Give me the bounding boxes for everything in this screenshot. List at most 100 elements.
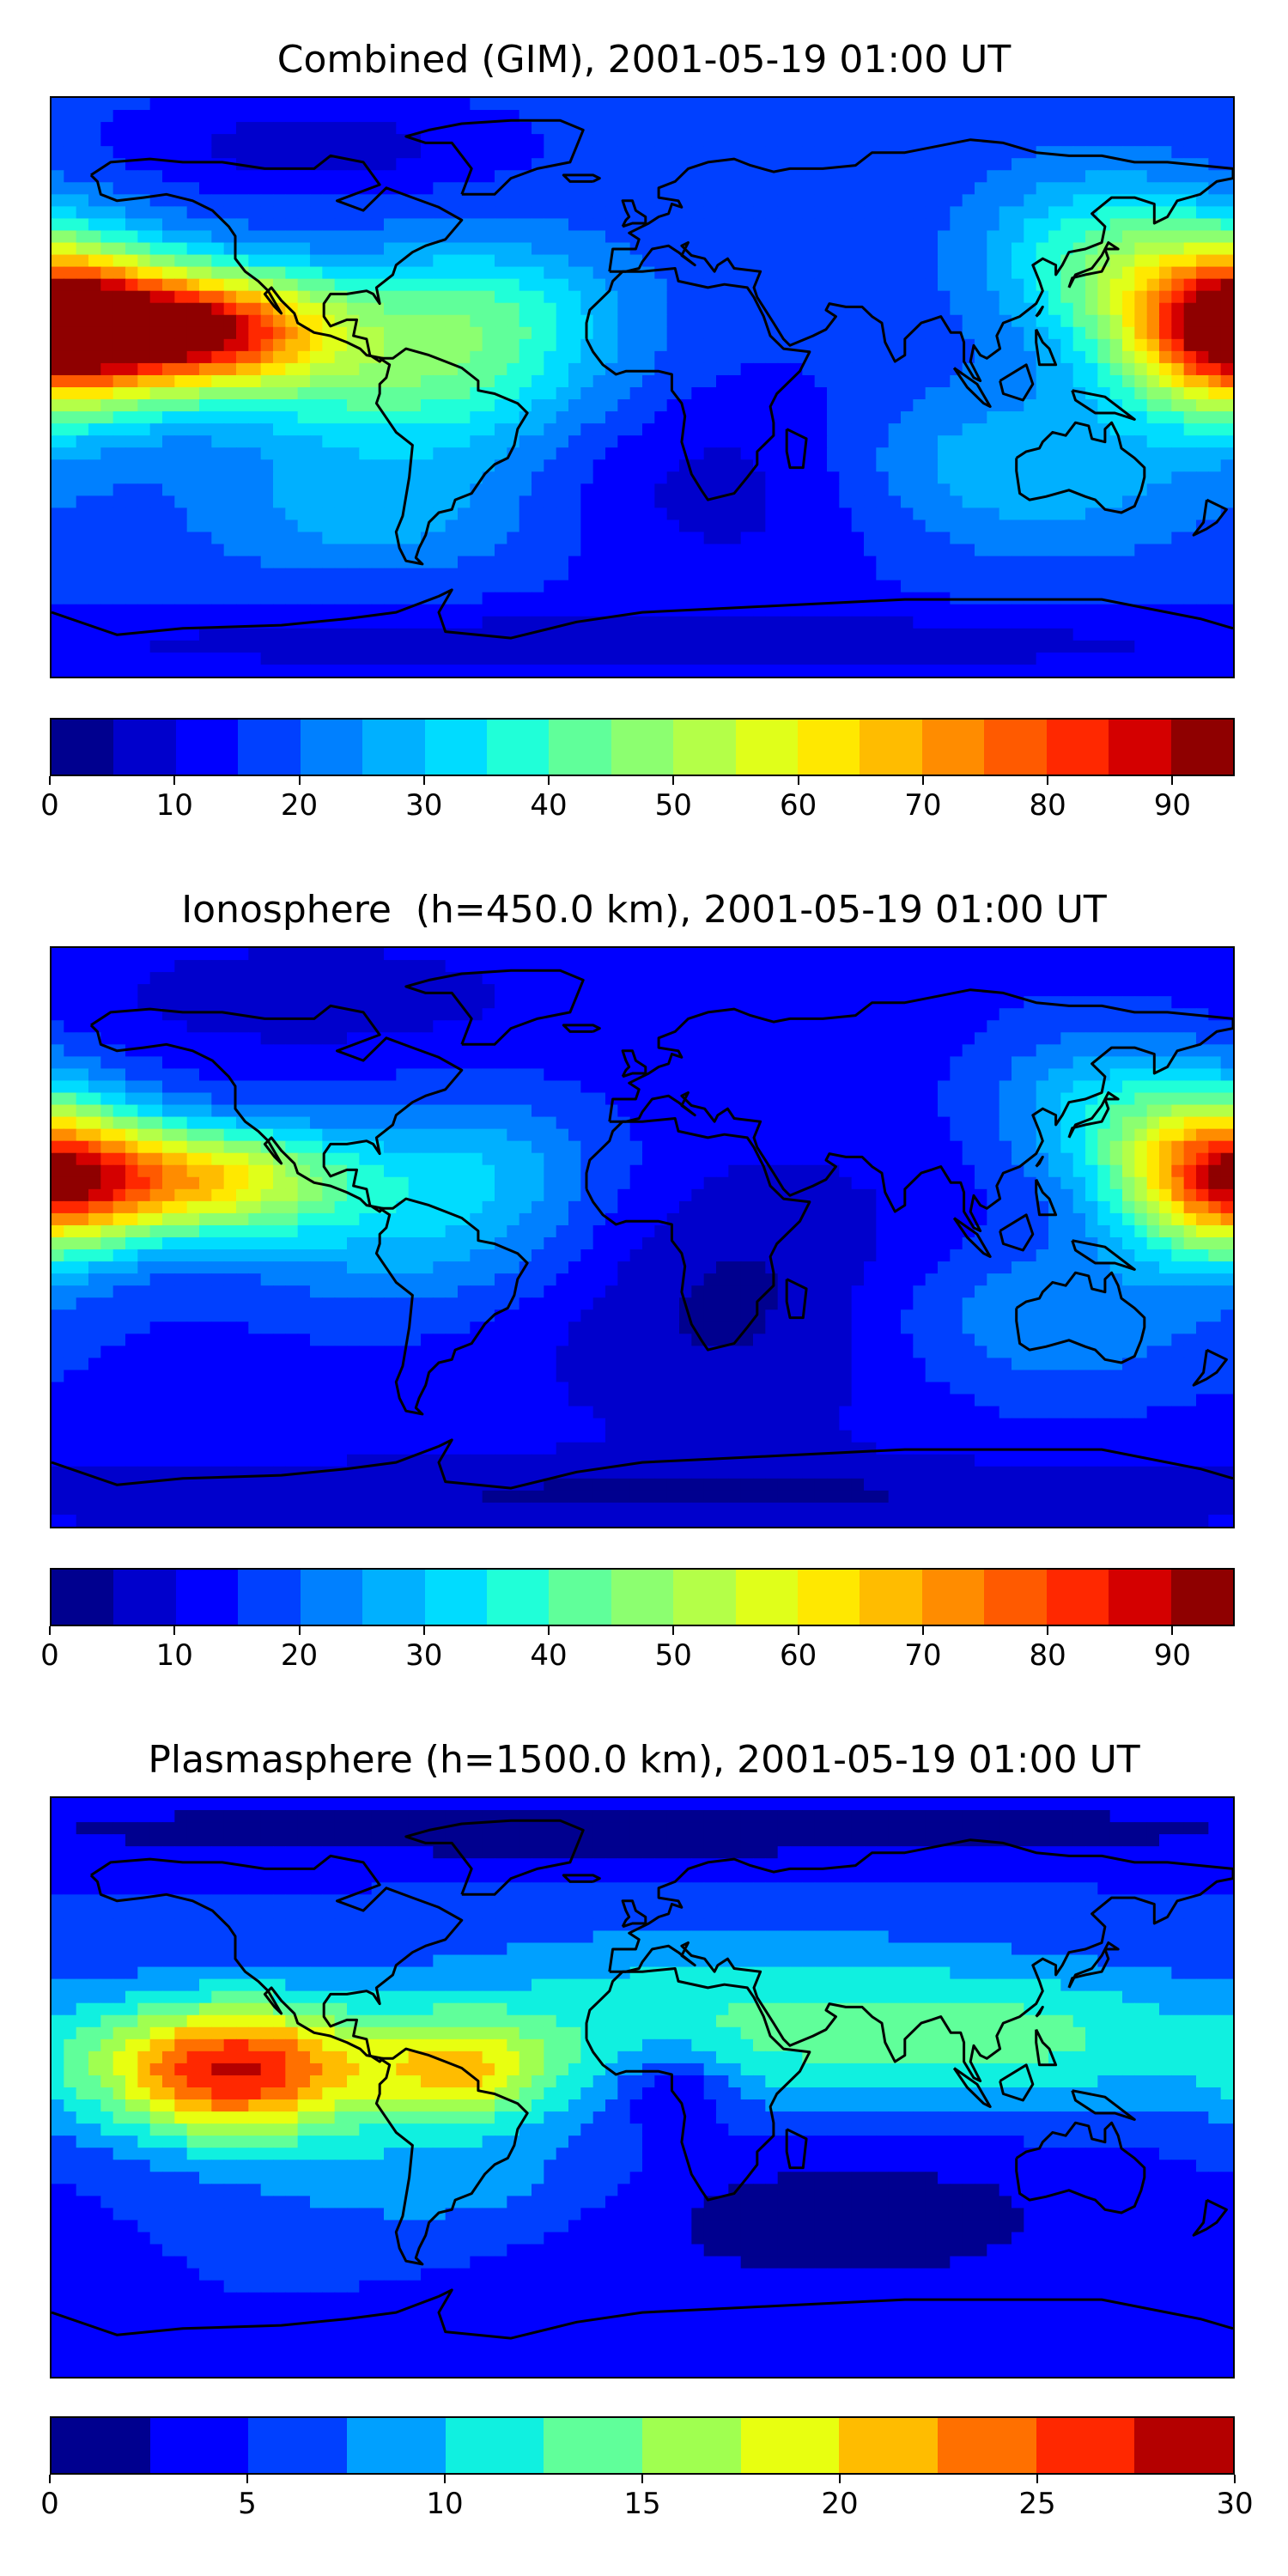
coastline bbox=[1015, 2121, 1146, 2215]
coastline bbox=[1035, 1178, 1058, 1217]
field-raster bbox=[52, 1798, 1233, 2377]
coastline bbox=[1067, 241, 1120, 289]
colorbar-tick-label: 70 bbox=[904, 1638, 942, 1673]
panel-title-ionosphere: Ionosphere (h=450.0 km), 2001-05-19 01:0… bbox=[181, 888, 1107, 932]
coastline bbox=[1071, 1239, 1136, 1271]
colorbar-tick bbox=[672, 1626, 675, 1635]
colorbar-segment bbox=[549, 720, 611, 775]
colorbar-tick-label: 80 bbox=[1029, 788, 1066, 823]
colorbar-segment bbox=[52, 720, 114, 775]
coastline bbox=[562, 1874, 601, 1883]
colorbar-tick bbox=[672, 776, 675, 785]
colorbar-segment bbox=[347, 2418, 446, 2473]
coastline bbox=[1192, 498, 1228, 537]
colorbar-segment bbox=[544, 2418, 643, 2473]
colorbar-tick-label: 30 bbox=[405, 788, 443, 823]
coastline bbox=[1035, 2028, 1058, 2067]
coastline bbox=[374, 347, 529, 566]
coastline bbox=[585, 1967, 811, 2202]
colorbar-tick bbox=[548, 776, 550, 785]
coastline bbox=[404, 118, 585, 196]
colorbar-tick bbox=[797, 776, 799, 785]
map-ionosphere bbox=[50, 946, 1235, 1528]
colorbar-segment bbox=[1046, 1570, 1109, 1625]
colorbar-segment bbox=[113, 720, 176, 775]
colorbar-plasmasphere bbox=[50, 2416, 1235, 2475]
colorbar-segment bbox=[149, 2418, 249, 2473]
colorbar-segment bbox=[839, 2418, 939, 2473]
colorbar-ticks-plasmasphere: 0 5 10 15 20 25 30 bbox=[40, 2475, 1254, 2526]
colorbar-tick-label: 15 bbox=[623, 2487, 661, 2521]
coastlines bbox=[52, 969, 1233, 1490]
colorbar-segment bbox=[735, 1570, 799, 1625]
colorbar-tick-label: 0 bbox=[40, 788, 59, 823]
colorbar-segment bbox=[486, 1570, 550, 1625]
map-plasmasphere bbox=[50, 1796, 1235, 2379]
coastline bbox=[785, 2128, 808, 2170]
coastline bbox=[374, 1197, 529, 1416]
colorbar-tick-label: 20 bbox=[280, 1638, 319, 1673]
colorbar-segment bbox=[238, 1570, 301, 1625]
colorbar-segment bbox=[486, 720, 550, 775]
colorbar-segment bbox=[1109, 1570, 1171, 1625]
coastline bbox=[89, 1854, 464, 2063]
colorbar-combined bbox=[50, 718, 1235, 776]
colorbar-tick bbox=[246, 2475, 248, 2483]
coastline bbox=[52, 1438, 1233, 1490]
coastline bbox=[608, 988, 1233, 1232]
colorbar-tick-label: 90 bbox=[1153, 788, 1191, 823]
coastline bbox=[1035, 2005, 1044, 2018]
colorbar-tick-label: 40 bbox=[530, 788, 568, 823]
colorbar-segment bbox=[1109, 720, 1171, 775]
colorbar-tick-label: 0 bbox=[40, 2487, 59, 2521]
colorbar-tick-label: 30 bbox=[1216, 2487, 1254, 2521]
coastline bbox=[621, 1899, 647, 1929]
colorbar-segment bbox=[938, 2418, 1036, 2473]
colorbar-tick-label: 80 bbox=[1029, 1638, 1066, 1673]
coastline bbox=[1067, 1941, 1120, 1989]
colorbar-segment bbox=[300, 1570, 363, 1625]
coastline bbox=[952, 367, 992, 408]
colorbar-segment bbox=[673, 1570, 736, 1625]
colorbar-segment bbox=[673, 720, 736, 775]
colorbar-segment bbox=[921, 1570, 985, 1625]
coastline bbox=[1035, 328, 1058, 367]
colorbar-tick-label: 90 bbox=[1153, 1638, 1191, 1673]
coastlines bbox=[52, 1819, 1233, 2340]
colorbar-tick bbox=[422, 1626, 425, 1635]
colorbar-tick-label: 0 bbox=[40, 1638, 59, 1673]
coastline bbox=[404, 969, 585, 1046]
colorbar-segment bbox=[1046, 720, 1109, 775]
colorbar-segment bbox=[445, 2418, 544, 2473]
field-raster bbox=[52, 98, 1233, 677]
coastline bbox=[952, 2067, 992, 2108]
coastlines bbox=[52, 118, 1233, 640]
colorbar-segment bbox=[300, 720, 363, 775]
colorbar-segment bbox=[860, 720, 922, 775]
coastline bbox=[562, 1024, 601, 1033]
panel-title-plasmasphere: Plasmasphere (h=1500.0 km), 2001-05-19 0… bbox=[148, 1738, 1140, 1782]
colorbar-segment bbox=[424, 720, 487, 775]
coastline bbox=[1035, 1155, 1044, 1168]
colorbar-segment bbox=[740, 2418, 840, 2473]
colorbar-tick-label: 50 bbox=[654, 1638, 692, 1673]
colorbar-segment bbox=[798, 720, 860, 775]
colorbar-tick bbox=[298, 776, 301, 785]
colorbar-segment bbox=[860, 1570, 922, 1625]
colorbar-tick bbox=[444, 2475, 446, 2483]
colorbar-tick-label: 30 bbox=[405, 1638, 443, 1673]
coastline bbox=[608, 1838, 1233, 2082]
colorbar-segment bbox=[735, 720, 799, 775]
colorbar-tick bbox=[49, 2475, 51, 2483]
coastline bbox=[1192, 1348, 1228, 1387]
colorbar-tick bbox=[641, 2475, 643, 2483]
coastline bbox=[1067, 1091, 1120, 1139]
colorbar-tick bbox=[921, 1626, 924, 1635]
coastline bbox=[1015, 421, 1146, 514]
colorbar-tick bbox=[1047, 776, 1049, 785]
colorbar-tick-label: 25 bbox=[1018, 2487, 1056, 2521]
map-combined bbox=[50, 96, 1235, 678]
coastline bbox=[374, 2047, 529, 2266]
colorbar-tick bbox=[1171, 1626, 1174, 1635]
colorbar-tick-label: 70 bbox=[904, 788, 942, 823]
